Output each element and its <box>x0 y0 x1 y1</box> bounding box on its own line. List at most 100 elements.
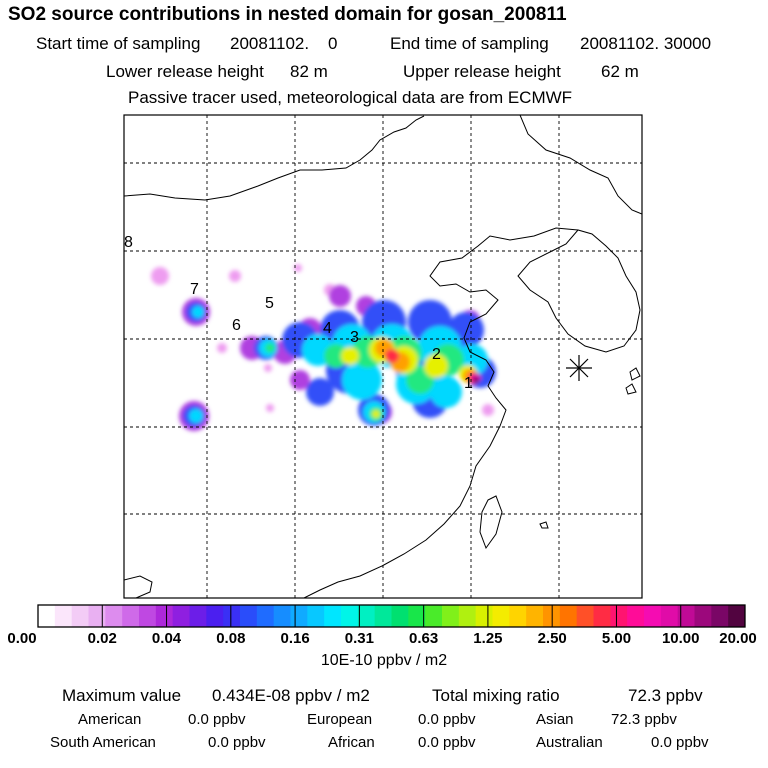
source-label-8: 8 <box>124 234 133 251</box>
start-sampling-label: Start time of sampling <box>36 34 201 53</box>
colorbar-swatch <box>88 605 106 627</box>
colorbar-swatch <box>610 605 628 627</box>
colorbar-swatch <box>105 605 123 627</box>
colorbar-swatch <box>694 605 712 627</box>
colorbar-swatch <box>256 605 275 627</box>
china-coast <box>303 227 579 598</box>
colorbar-swatch <box>593 605 611 627</box>
region-south-american-value: 0.0 ppbv <box>208 734 266 751</box>
concentration-blob <box>385 349 399 363</box>
lower-release-label: Lower release height <box>106 62 264 81</box>
colorbar-swatch <box>660 605 679 627</box>
source-label-3: 3 <box>350 329 359 346</box>
end-sampling-value: 20081102. 30000 <box>580 34 712 53</box>
tracer-note: Passive tracer used, meteorological data… <box>128 88 573 107</box>
concentration-blob <box>306 378 334 406</box>
colorbar-swatch <box>307 605 325 627</box>
colorbar-swatch <box>357 605 376 627</box>
maximum-value: 0.434E-08 ppbv / m2 <box>212 686 370 705</box>
colorbar-tick-label: 2.50 <box>537 630 567 647</box>
colorbar <box>37 604 746 628</box>
colorbar-swatch <box>240 605 258 627</box>
colorbar-swatch <box>425 605 443 627</box>
colorbar-tick-label: 0.08 <box>216 630 246 647</box>
colorbar-swatch <box>155 605 174 627</box>
colorbar-swatch <box>341 605 359 627</box>
colorbar-swatch <box>139 605 157 627</box>
concentration-blob <box>229 270 241 282</box>
region-african-value: 0.0 ppbv <box>418 734 476 751</box>
source-labels: 1 2 3 4 5 6 7 8 <box>124 234 473 392</box>
concentration-blob <box>430 376 462 408</box>
colorbar-swatch <box>374 605 392 627</box>
region-asian-value: 72.3 ppbv <box>611 711 677 728</box>
region-south-american-label: South American <box>50 734 156 751</box>
concentration-blob <box>372 410 380 418</box>
korea-coast <box>517 229 641 353</box>
concentration-blob <box>294 264 302 272</box>
colorbar-swatch <box>475 605 493 627</box>
region-american-value: 0.0 ppbv <box>188 711 246 728</box>
end-sampling-label: End time of sampling <box>390 34 549 53</box>
colorbar-tick-label: 20.00 <box>719 630 757 647</box>
colorbar-tick-label: 0.31 <box>344 630 374 647</box>
colorbar-swatch <box>711 605 729 627</box>
colorbar-swatch <box>206 605 224 627</box>
colorbar-swatch <box>543 605 561 627</box>
colorbar-swatch <box>391 605 409 627</box>
concentration-blob <box>266 404 274 412</box>
region-australian-value: 0.0 ppbv <box>651 734 709 751</box>
upper-release-value: 62 m <box>601 62 639 81</box>
maximum-label: Maximum value <box>62 686 182 705</box>
concentration-blob <box>189 409 203 423</box>
colorbar-swatch <box>324 605 342 627</box>
concentration-blob <box>341 347 359 365</box>
lat-lon-grid <box>124 115 642 598</box>
south-coast <box>124 575 153 598</box>
colorbar-swatch <box>509 605 527 627</box>
concentration-field <box>151 264 496 431</box>
source-label-1: 1 <box>464 375 473 392</box>
colorbar-swatch <box>189 605 207 627</box>
concentration-blob <box>264 364 272 372</box>
border-line-north <box>124 115 425 201</box>
colorbar-tick-label: 10.00 <box>661 630 700 647</box>
concentration-blob <box>265 343 275 353</box>
concentration-blob <box>217 343 227 353</box>
colorbar-tick-label: 5.00 <box>601 630 632 647</box>
island-c <box>539 521 549 529</box>
source-label-4: 4 <box>323 320 332 337</box>
total-mixing-label: Total mixing ratio <box>432 686 560 705</box>
source-label-5: 5 <box>265 295 274 312</box>
region-european-value: 0.0 ppbv <box>418 711 476 728</box>
colorbar-tick-label: 1.25 <box>473 630 503 647</box>
region-australian-label: Australian <box>536 734 603 751</box>
colorbar-tick-label: 0.00 <box>7 630 37 647</box>
colorbar-swatch <box>290 605 308 627</box>
colorbar-swatch <box>644 605 662 627</box>
region-asian-label: Asian <box>536 711 574 728</box>
start-sampling-value: 20081102. 0 <box>230 34 338 53</box>
lower-release-value: 82 m <box>290 62 328 81</box>
colorbar-swatch <box>526 605 544 627</box>
concentration-blob <box>192 306 204 318</box>
source-label-7: 7 <box>190 281 199 298</box>
colorbar-tick-label: 0.16 <box>280 630 310 647</box>
colorbar-frame <box>37 604 746 628</box>
region-african-label: African <box>328 734 375 751</box>
concentration-blob <box>482 404 494 416</box>
colorbar-swatch <box>492 605 510 627</box>
total-mixing-value: 72.3 ppbv <box>628 686 703 705</box>
island-a <box>629 367 641 381</box>
upper-release-label: Upper release height <box>403 62 561 81</box>
colorbar-swatch <box>677 605 695 627</box>
colorbar-swatch <box>627 605 645 627</box>
colorbar-swatch <box>54 605 73 627</box>
region-european-label: European <box>307 711 373 728</box>
colorbar-swatch <box>442 605 460 627</box>
colorbar-swatch <box>458 605 477 627</box>
border-line-northeast <box>519 115 642 215</box>
colorbar-units: 10E-10 ppbv / m2 <box>320 652 448 669</box>
source-label-2: 2 <box>432 346 441 363</box>
